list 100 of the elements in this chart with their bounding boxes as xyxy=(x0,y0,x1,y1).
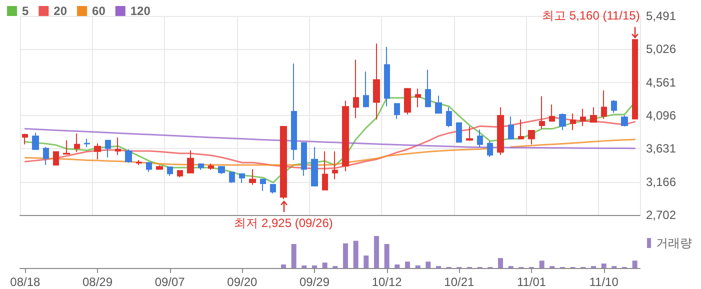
bar xyxy=(374,236,379,268)
candlestick xyxy=(415,88,421,108)
candlestick xyxy=(239,172,245,184)
line-series xyxy=(24,128,636,150)
candlestick xyxy=(22,133,28,145)
candlestick xyxy=(425,69,431,108)
candlestick xyxy=(332,150,338,180)
bar xyxy=(343,243,348,268)
candlestick xyxy=(477,128,483,148)
candlestick xyxy=(446,106,452,128)
candlestick xyxy=(32,132,39,150)
bar xyxy=(291,244,296,268)
candlestick xyxy=(208,163,214,170)
y-tick-label: 5,026 xyxy=(646,42,676,56)
y-tick-label: 5,491 xyxy=(646,9,676,23)
bar xyxy=(353,240,358,268)
candlestick xyxy=(518,119,524,140)
candlestick xyxy=(63,140,70,154)
x-tick-label: 09/07 xyxy=(154,275,186,289)
candlestick xyxy=(291,62,297,160)
candlestick xyxy=(53,151,59,166)
candlestick xyxy=(270,184,276,194)
candlestick xyxy=(404,87,411,116)
x-tick-label: 09/20 xyxy=(227,275,258,289)
x-tick-label: 08/18 xyxy=(10,275,41,289)
x-tick-label: 09/29 xyxy=(299,275,330,289)
candlestick xyxy=(611,100,617,114)
bar xyxy=(415,265,420,268)
candlestick xyxy=(508,116,514,140)
candlestick xyxy=(590,106,597,123)
candlestick xyxy=(260,178,266,192)
candlestick xyxy=(497,106,504,156)
text: 최저 2,925 (09/26) xyxy=(234,216,333,230)
legend-label: 거래량 xyxy=(656,236,692,250)
candlestick xyxy=(84,138,90,148)
y-tick-label: 3,631 xyxy=(646,142,676,156)
bar xyxy=(426,262,431,268)
candlestick xyxy=(559,113,566,131)
bar xyxy=(312,265,317,268)
candlestick xyxy=(167,166,173,176)
candlestick xyxy=(549,104,555,122)
candlestick xyxy=(74,132,80,153)
candlestick xyxy=(580,108,586,127)
candlestick xyxy=(280,126,287,200)
candlestick xyxy=(601,90,607,120)
candlestick xyxy=(105,140,111,158)
candlestick xyxy=(156,164,163,170)
x-tick-label: 08/29 xyxy=(82,275,113,289)
legend-label: 5 xyxy=(22,4,29,18)
candlestick xyxy=(632,39,638,120)
bar xyxy=(601,264,606,268)
candlestick xyxy=(353,59,359,119)
candlestick xyxy=(394,103,400,120)
candlestick xyxy=(218,165,225,174)
x-tick-label: 10/12 xyxy=(372,275,402,289)
candlestick xyxy=(136,159,142,166)
candlestick xyxy=(621,115,628,128)
candlestick xyxy=(342,100,349,172)
candlestick xyxy=(570,113,576,131)
bar xyxy=(498,258,503,268)
candlestick xyxy=(177,170,183,178)
candlestick xyxy=(539,96,545,130)
bar xyxy=(405,262,410,268)
candlestick xyxy=(229,172,235,184)
x-tick-label: 11/10 xyxy=(589,275,619,289)
x-tick-label: 10/21 xyxy=(444,275,475,289)
candlestick xyxy=(363,70,369,108)
bar xyxy=(364,256,369,268)
bar xyxy=(632,260,638,268)
bar xyxy=(539,260,544,268)
bar xyxy=(302,265,307,268)
candlestick xyxy=(94,142,101,160)
bar xyxy=(384,244,390,268)
x-tick-label: 11/01 xyxy=(516,275,546,289)
candlestick xyxy=(187,150,194,174)
candlestick xyxy=(115,136,121,156)
candlestick xyxy=(466,126,473,142)
y-tick-label: 3,166 xyxy=(646,174,676,189)
candlestick xyxy=(528,130,535,145)
candlestick xyxy=(384,46,390,107)
y-tick-label: 2,702 xyxy=(646,208,676,222)
legend-label: 60 xyxy=(92,4,106,18)
candlestick xyxy=(301,142,307,176)
candlestick xyxy=(125,148,132,164)
candlestick xyxy=(311,146,318,186)
candlestick xyxy=(146,162,152,172)
candlestick xyxy=(249,168,256,186)
legend-label: 20 xyxy=(54,4,68,18)
candlestick xyxy=(198,162,204,170)
candlestick xyxy=(435,95,442,114)
candlestick xyxy=(487,140,493,158)
candlestick xyxy=(43,146,49,166)
legend-label: 120 xyxy=(130,4,151,18)
y-tick-label: 4,096 xyxy=(646,108,676,123)
bar xyxy=(281,264,286,268)
bar xyxy=(322,262,328,268)
candlestick xyxy=(373,43,380,120)
candlestick xyxy=(456,122,462,143)
annotation: 최고 5,160 (11/15) xyxy=(542,8,640,23)
y-tick-label: 4,561 xyxy=(646,75,676,90)
